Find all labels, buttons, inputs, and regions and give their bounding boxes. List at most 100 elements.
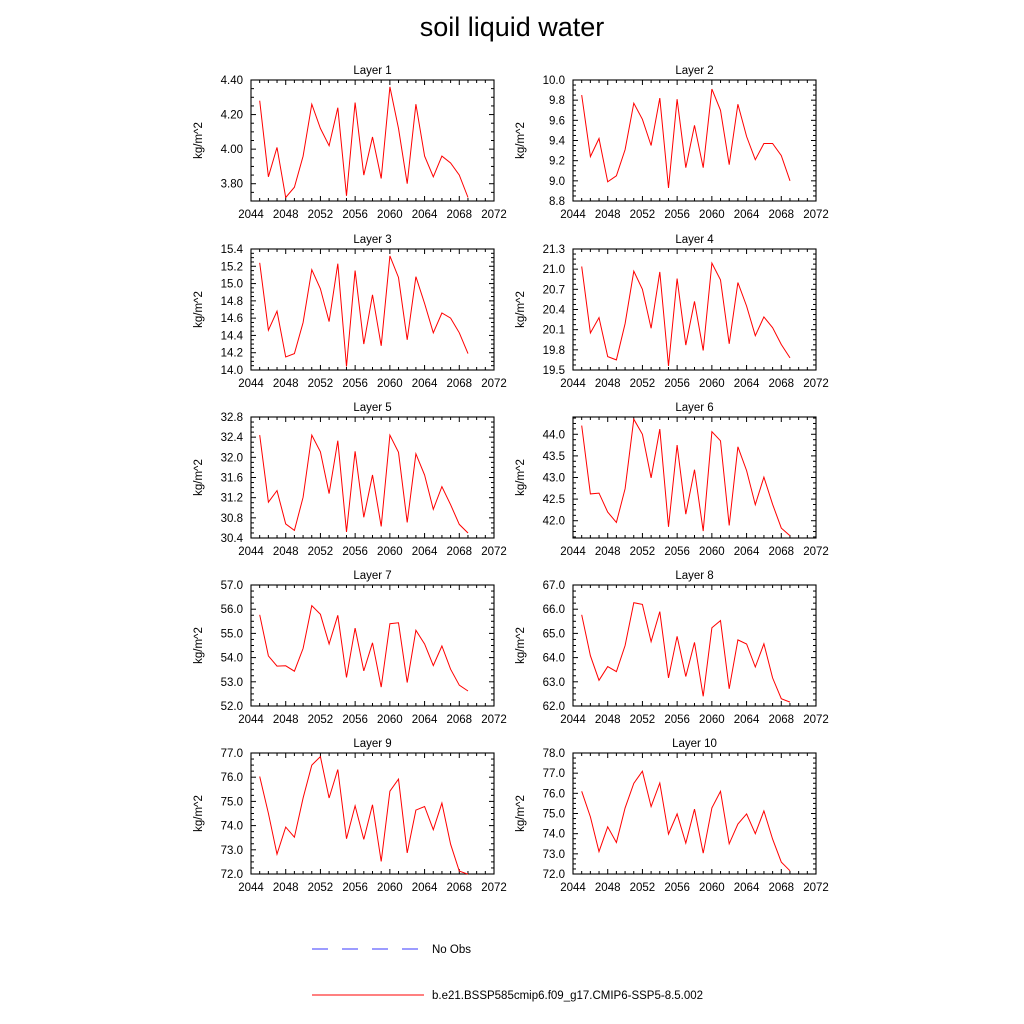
x-tick-label: 2072 <box>481 546 507 558</box>
x-tick-label: 2064 <box>734 209 760 221</box>
y-tick-label: 75.0 <box>221 796 243 808</box>
x-tick-label: 2056 <box>664 882 690 894</box>
y-tick-label: 9.8 <box>549 95 565 107</box>
x-tick-label: 2068 <box>446 209 472 221</box>
x-tick-label: 2044 <box>238 209 264 221</box>
x-tick-label: 2048 <box>273 714 299 726</box>
x-tick-label: 2060 <box>377 378 403 390</box>
y-tick-label: 31.2 <box>221 493 243 505</box>
x-tick-label: 2060 <box>699 882 725 894</box>
panel-title: Layer 2 <box>675 65 713 77</box>
x-tick-label: 2048 <box>595 714 621 726</box>
x-tick-label: 2064 <box>412 378 438 390</box>
series-line <box>259 86 469 199</box>
x-tick-label: 2048 <box>595 378 621 390</box>
y-tick-label: 63.0 <box>543 677 565 689</box>
y-tick-label: 62.0 <box>543 701 565 713</box>
series-line <box>259 255 469 367</box>
x-tick-label: 2068 <box>446 882 472 894</box>
x-tick-label: 2072 <box>803 546 829 558</box>
y-axis-label: kg/m^2 <box>193 122 205 159</box>
panel-8: Layer 8 kg/m^2 2044 2048 2052 2056 2060 2064 206… <box>515 570 829 726</box>
y-tick-label: 52.0 <box>221 701 243 713</box>
x-tick-label: 2052 <box>630 882 656 894</box>
y-tick-label: 9.0 <box>549 176 565 188</box>
x-tick-label: 2052 <box>630 209 656 221</box>
y-tick-label: 10.0 <box>543 75 565 87</box>
x-tick-label: 2056 <box>664 378 690 390</box>
y-tick-label: 57.0 <box>221 580 243 592</box>
y-tick-label: 42.5 <box>543 494 565 506</box>
x-tick-label: 2060 <box>377 546 403 558</box>
y-tick-label: 77.0 <box>221 748 243 760</box>
series-line <box>581 602 791 703</box>
y-tick-label: 54.0 <box>221 653 243 665</box>
y-tick-label: 64.0 <box>543 653 565 665</box>
x-tick-label: 2072 <box>481 378 507 390</box>
x-tick-label: 2052 <box>308 546 334 558</box>
y-tick-label: 65.0 <box>543 628 565 640</box>
y-tick-label: 15.0 <box>221 279 243 291</box>
chart-title: soil liquid water <box>419 12 605 42</box>
legend-label: b.e21.BSSP585cmip6.f09_g17.CMIP6-SSP5-8.… <box>432 990 703 1002</box>
panel-title: Layer 8 <box>675 570 713 582</box>
panel-frame <box>250 248 495 371</box>
x-tick-label: 2072 <box>803 714 829 726</box>
x-tick-label: 2064 <box>412 209 438 221</box>
x-tick-label: 2072 <box>481 209 507 221</box>
y-tick-label: 14.2 <box>221 348 243 360</box>
x-tick-label: 2060 <box>377 882 403 894</box>
x-tick-label: 2072 <box>481 882 507 894</box>
x-tick-label: 2068 <box>768 209 794 221</box>
y-tick-label: 21.3 <box>543 244 565 256</box>
x-tick-label: 2056 <box>342 546 368 558</box>
panel-frame <box>572 248 817 371</box>
y-tick-label: 74.0 <box>543 829 565 841</box>
y-axis-label: kg/m^2 <box>193 459 205 496</box>
x-tick-label: 2072 <box>803 378 829 390</box>
x-tick-label: 2056 <box>342 714 368 726</box>
y-tick-label: 4.20 <box>221 110 243 122</box>
panel-frame <box>572 416 817 539</box>
panel-frame <box>250 584 495 707</box>
y-tick-label: 19.5 <box>543 365 565 377</box>
y-tick-label: 20.7 <box>543 284 565 296</box>
x-tick-label: 2060 <box>377 209 403 221</box>
x-tick-label: 2064 <box>734 714 760 726</box>
x-tick-label: 2048 <box>595 882 621 894</box>
series-line <box>581 770 791 872</box>
y-tick-label: 72.0 <box>221 869 243 881</box>
x-tick-label: 2048 <box>273 546 299 558</box>
y-tick-label: 67.0 <box>543 580 565 592</box>
y-tick-label: 30.8 <box>221 513 243 525</box>
panel-frame <box>572 752 817 875</box>
x-tick-label: 2072 <box>803 209 829 221</box>
y-axis-label: kg/m^2 <box>193 291 205 328</box>
series-line <box>581 261 791 367</box>
x-tick-label: 2060 <box>377 714 403 726</box>
y-tick-label: 30.4 <box>221 533 244 545</box>
panel-title: Layer 7 <box>353 570 391 582</box>
x-tick-label: 2064 <box>412 882 438 894</box>
panel-2: Layer 2 kg/m^2 2044 2048 2052 2056 2060 2064 206… <box>515 65 829 221</box>
x-tick-label: 2052 <box>630 714 656 726</box>
panel-title: Layer 3 <box>353 234 391 246</box>
panel-7: Layer 7 kg/m^2 2044 2048 2052 2056 2060 2064 206… <box>193 570 507 726</box>
panel-frame <box>250 79 495 202</box>
y-tick-label: 19.8 <box>543 345 565 357</box>
y-tick-label: 75.0 <box>543 809 565 821</box>
x-tick-label: 2072 <box>481 714 507 726</box>
x-tick-label: 2056 <box>342 882 368 894</box>
y-tick-label: 9.6 <box>549 115 565 127</box>
x-tick-label: 2048 <box>595 209 621 221</box>
y-tick-label: 44.0 <box>543 429 565 441</box>
y-tick-label: 8.8 <box>549 196 565 208</box>
x-tick-label: 2056 <box>342 378 368 390</box>
y-tick-label: 20.4 <box>543 305 566 317</box>
series-line <box>581 417 791 537</box>
y-tick-label: 72.0 <box>543 869 565 881</box>
y-tick-label: 32.0 <box>221 452 243 464</box>
x-tick-label: 2044 <box>560 882 586 894</box>
panel-title: Layer 5 <box>353 402 391 414</box>
x-tick-label: 2052 <box>630 546 656 558</box>
